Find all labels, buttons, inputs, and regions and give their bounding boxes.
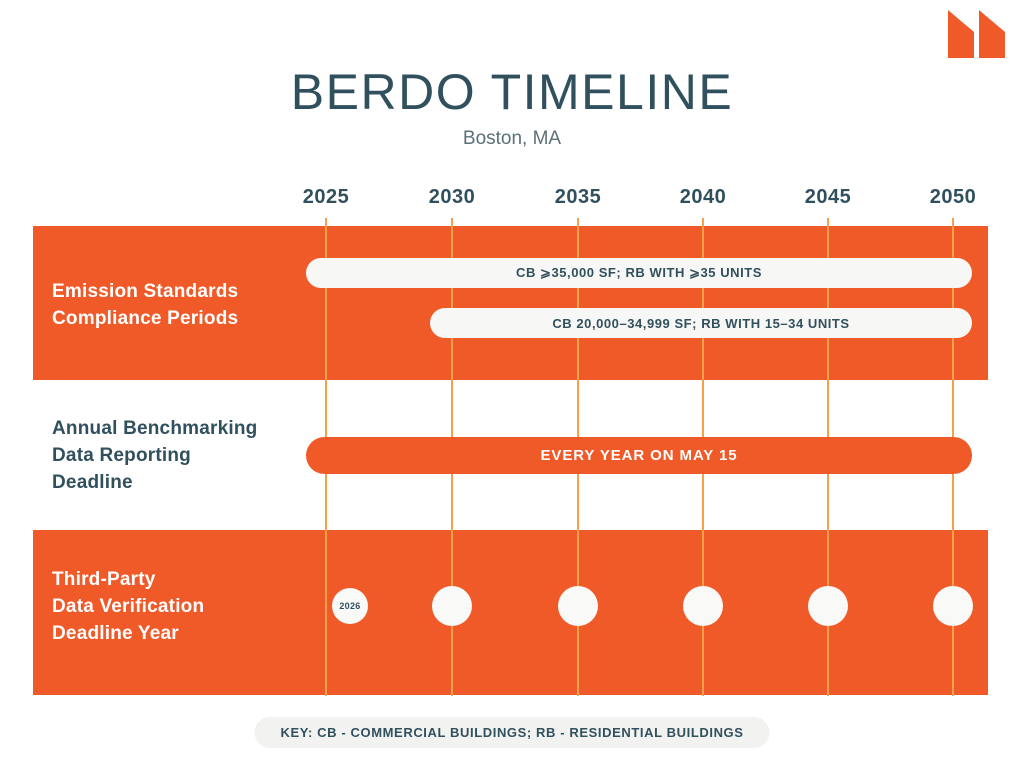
page-title: BERDO TIMELINE	[290, 64, 734, 120]
pill-cb-large-buildings: CB ⩾35,000 SF; RB WITH ⩾35 UNITS	[306, 258, 972, 288]
year-label-2030: 2030	[428, 186, 476, 208]
pill-cb-medium-buildings: CB 20,000–34,999 SF; RB WITH 15–34 UNITS	[430, 308, 972, 338]
verification-marker-2030	[432, 586, 472, 626]
year-label-2025: 2025	[302, 186, 350, 208]
verification-marker-2026: 2026	[332, 588, 368, 624]
year-label-2035: 2035	[554, 186, 602, 208]
year-label-2040: 2040	[679, 186, 727, 208]
year-label-2045: 2045	[804, 186, 852, 208]
brand-logo	[948, 10, 1005, 58]
legend-key: KEY: CB - COMMERCIAL BUILDINGS; RB - RES…	[254, 717, 770, 748]
verification-marker-2040	[683, 586, 723, 626]
verification-marker-2045	[808, 586, 848, 626]
row-label-annual-benchmarking: Annual Benchmarking Data Reporting Deadl…	[52, 418, 258, 493]
page-subtitle: Boston, MA	[462, 127, 562, 149]
row-label-third-party-verification: Third-Party Data Verification Deadline Y…	[52, 569, 205, 644]
verification-marker-2035	[558, 586, 598, 626]
verification-marker-2050	[933, 586, 973, 626]
year-label-2050: 2050	[929, 186, 977, 208]
row-label-emission-standards: Emission Standards Compliance Periods	[52, 281, 239, 329]
header: BERDO TIMELINE Boston, MA	[0, 66, 1024, 150]
pill-annual-reporting-deadline: EVERY YEAR ON MAY 15	[306, 437, 972, 474]
